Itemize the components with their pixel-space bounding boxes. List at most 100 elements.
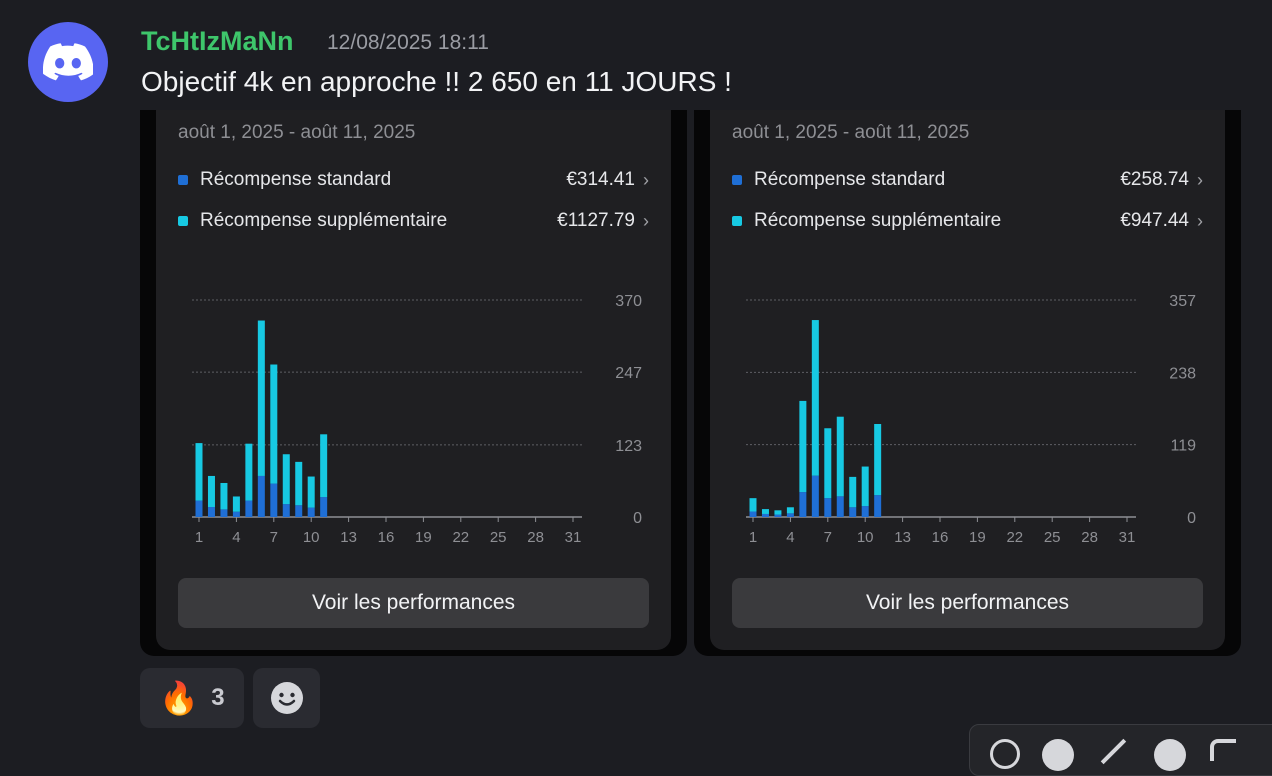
bar-supplementary — [786, 507, 794, 514]
reply-icon[interactable] — [990, 739, 1020, 769]
bar-supplementary — [749, 498, 757, 512]
message-text: Objectif 4k en approche !! 2 650 en 11 J… — [141, 66, 732, 97]
reaction-fire[interactable]: 🔥 3 — [140, 668, 244, 728]
bar-supplementary — [257, 320, 265, 476]
x-tick-label: 31 — [565, 529, 582, 546]
bar-standard — [874, 495, 882, 517]
chevron-right-icon: › — [1197, 210, 1203, 231]
x-tick-label: 13 — [340, 529, 357, 546]
discord-logo-icon — [43, 43, 93, 81]
earnings-chart: 0 119 238 357 1 4 7 10 13 16 19 22 25 28 31 — [746, 293, 1196, 546]
x-tick-label: 25 — [490, 529, 507, 546]
bar-standard — [861, 506, 869, 517]
bar-standard — [295, 505, 303, 517]
bar-supplementary — [799, 400, 807, 493]
x-tick-label: 10 — [303, 529, 320, 546]
legend-row-supplementary[interactable]: Récompense supplémentaire €947.44 › — [732, 208, 1203, 234]
y-tick-label: 123 — [615, 438, 642, 455]
x-tick-label: 13 — [894, 529, 911, 546]
message-toolbar — [969, 724, 1272, 776]
bar-supplementary — [195, 443, 203, 501]
bar-supplementary — [320, 434, 328, 498]
bar-standard — [307, 507, 315, 517]
x-tick-label: 28 — [527, 529, 544, 546]
bar-standard — [774, 514, 782, 517]
bar-supplementary — [849, 476, 857, 508]
x-tick-label: 19 — [969, 529, 986, 546]
bar-standard — [799, 492, 807, 517]
chevron-right-icon: › — [643, 210, 649, 231]
view-performance-button[interactable]: Voir les performances — [732, 578, 1203, 628]
y-tick-label: 0 — [1187, 510, 1196, 527]
chevron-right-icon: › — [643, 169, 649, 190]
edit-icon[interactable] — [1100, 738, 1134, 772]
x-tick-label: 16 — [932, 529, 949, 546]
legend-swatch — [732, 216, 742, 226]
bar-supplementary — [861, 466, 869, 507]
x-tick-label: 25 — [1044, 529, 1061, 546]
x-tick-label: 1 — [749, 529, 757, 546]
legend-label: Récompense standard — [200, 169, 392, 190]
view-performance-button[interactable]: Voir les performances — [178, 578, 649, 628]
legend-row-standard[interactable]: Récompense standard €314.41 › — [178, 167, 649, 193]
more-icon[interactable] — [1154, 739, 1186, 771]
image-attachment-1[interactable]: août 1, 2025 - août 11, 2025 Récompense … — [140, 110, 687, 656]
bar-standard — [824, 498, 832, 517]
legend-row-standard[interactable]: Récompense standard €258.74 › — [732, 167, 1203, 193]
forward-icon[interactable] — [1210, 739, 1236, 761]
bar-supplementary — [245, 443, 253, 501]
bar-standard — [270, 483, 278, 517]
add-reaction-button[interactable] — [253, 668, 320, 728]
earnings-card: août 1, 2025 - août 11, 2025 Récompense … — [710, 110, 1225, 650]
emoji-icon[interactable] — [1042, 739, 1074, 771]
bar-standard — [282, 504, 290, 517]
legend-swatch — [732, 175, 742, 185]
image-attachment-2[interactable]: août 1, 2025 - août 11, 2025 Récompense … — [694, 110, 1241, 656]
x-tick-label: 4 — [786, 529, 794, 546]
bar-standard — [245, 500, 253, 517]
legend-label: Récompense supplémentaire — [754, 210, 1002, 231]
bar-supplementary — [836, 416, 844, 497]
earnings-chart: 0 123 247 370 1 4 7 10 13 16 19 22 25 28 31 — [192, 293, 642, 546]
bar-standard — [257, 475, 265, 517]
reaction-count: 3 — [211, 684, 225, 711]
bar-supplementary — [811, 320, 819, 476]
bar-supplementary — [282, 454, 290, 505]
legend-row-supplementary[interactable]: Récompense supplémentaire €1127.79 › — [178, 208, 649, 234]
username[interactable]: TcHtIzMaNn — [141, 26, 294, 56]
legend-value: €314.41 — [566, 169, 635, 190]
legend-swatch — [178, 216, 188, 226]
bar-standard — [811, 475, 819, 517]
legend-swatch — [178, 175, 188, 185]
bar-supplementary — [220, 482, 228, 510]
bar-standard — [320, 497, 328, 517]
bar-standard — [849, 507, 857, 517]
avatar[interactable] — [28, 22, 108, 102]
bar-supplementary — [761, 509, 769, 514]
x-tick-label: 10 — [857, 529, 874, 546]
y-tick-label: 247 — [615, 365, 642, 382]
x-tick-label: 16 — [378, 529, 395, 546]
bar-supplementary — [232, 496, 240, 512]
bar-standard — [749, 511, 757, 517]
fire-emoji-icon: 🔥 — [159, 680, 200, 716]
y-tick-label: 370 — [615, 293, 642, 310]
legend-value: €947.44 — [1120, 210, 1189, 231]
legend-label: Récompense standard — [754, 169, 946, 190]
y-tick-label: 119 — [1170, 438, 1196, 455]
bar-standard — [195, 500, 203, 517]
bar-supplementary — [270, 364, 278, 484]
x-tick-label: 28 — [1081, 529, 1098, 546]
bar-standard — [232, 511, 240, 517]
date-range: août 1, 2025 - août 11, 2025 — [178, 122, 416, 143]
bar-supplementary — [774, 510, 782, 515]
x-tick-label: 7 — [270, 529, 278, 546]
bar-standard — [836, 496, 844, 517]
legend-label: Récompense supplémentaire — [200, 210, 448, 231]
x-tick-label: 31 — [1119, 529, 1136, 546]
bar-supplementary — [295, 461, 303, 506]
y-tick-label: 238 — [1169, 365, 1196, 382]
timestamp: 12/08/2025 18:11 — [327, 31, 489, 54]
bar-supplementary — [207, 475, 215, 508]
x-tick-label: 19 — [415, 529, 432, 546]
